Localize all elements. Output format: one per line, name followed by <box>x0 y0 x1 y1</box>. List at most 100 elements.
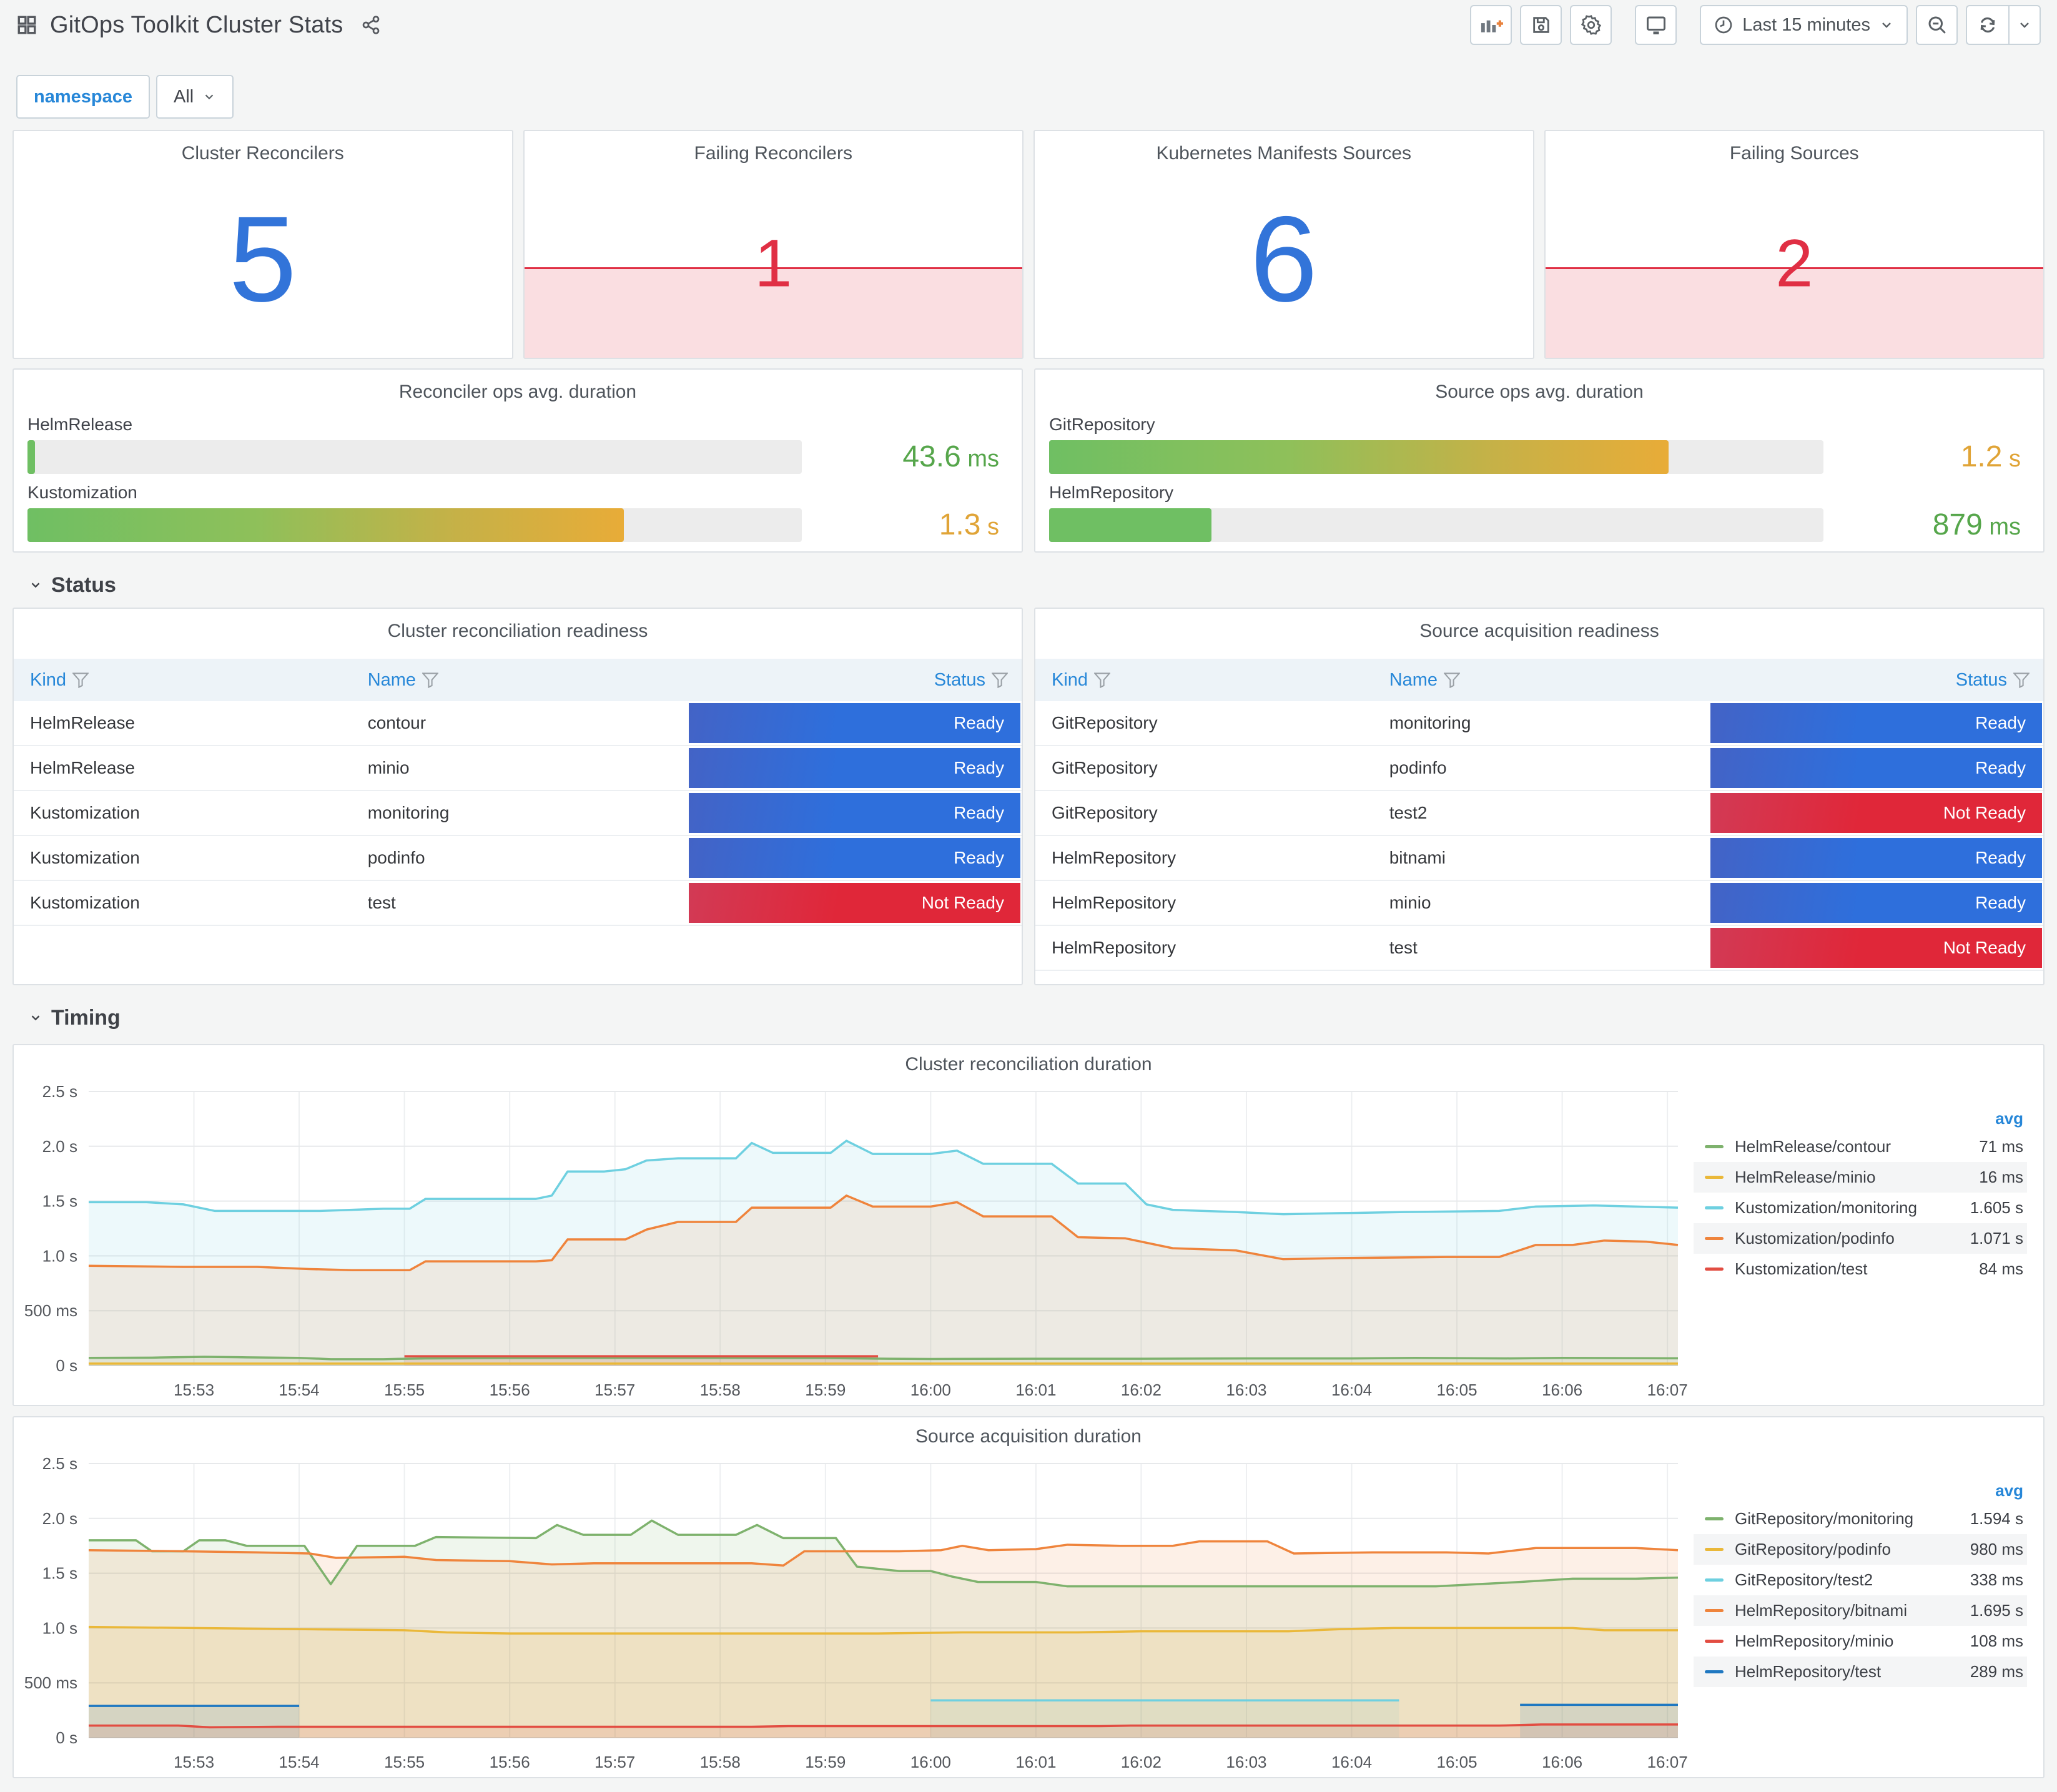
svg-text:0 s: 0 s <box>56 1728 77 1747</box>
panel-title[interactable]: Failing Reconcilers <box>694 143 852 164</box>
column-header-name[interactable]: Name <box>351 659 689 701</box>
column-header-label: Status <box>1955 669 2007 690</box>
legend-item[interactable]: GitRepository/test2 338 ms <box>1694 1565 2027 1595</box>
chart-legend: avg GitRepository/monitoring 1.594 s GitRep… <box>1694 1417 2043 1777</box>
legend-avg-value: 84 ms <box>1979 1259 2023 1278</box>
tables-row: Cluster reconciliation readiness Kind Name… <box>12 608 2045 985</box>
status-badge: Ready <box>689 793 1020 833</box>
legend-item[interactable]: HelmRepository/minio 108 ms <box>1694 1626 2027 1657</box>
filter-icon[interactable] <box>2013 672 2030 688</box>
share-icon[interactable] <box>361 15 381 35</box>
column-header-name[interactable]: Name <box>1373 659 1711 701</box>
filter-icon[interactable] <box>1093 672 1112 688</box>
bargauge-label: Kustomization <box>27 483 137 502</box>
cell-kind: GitRepository <box>1035 790 1373 836</box>
bargauge-value-number: 1.3 <box>939 508 981 541</box>
legend-item[interactable]: GitRepository/podinfo 980 ms <box>1694 1534 2027 1565</box>
status-badge: Ready <box>1710 883 2042 923</box>
svg-text:16:03: 16:03 <box>1226 1753 1266 1771</box>
cell-kind: GitRepository <box>1035 701 1373 746</box>
column-header-kind[interactable]: Kind <box>14 659 352 701</box>
legend-item[interactable]: GitRepository/monitoring 1.594 s <box>1694 1504 2027 1534</box>
legend-item[interactable]: Kustomization/podinfo 1.071 s <box>1694 1223 2027 1254</box>
legend-avg-value: 1.594 s <box>1970 1509 2023 1528</box>
series-color-dash <box>1705 1145 1724 1148</box>
zoom-out-button[interactable] <box>1916 5 1958 45</box>
svg-text:1.5 s: 1.5 s <box>42 1564 77 1583</box>
chevron-down-icon <box>1879 17 1894 32</box>
panel-title[interactable]: Cluster Reconcilers <box>181 143 344 164</box>
legend-item[interactable]: Kustomization/monitoring 1.605 s <box>1694 1193 2027 1223</box>
svg-text:16:02: 16:02 <box>1121 1753 1162 1771</box>
settings-button[interactable] <box>1570 5 1612 45</box>
filter-icon[interactable] <box>1443 672 1461 688</box>
panel-title[interactable]: Source acquisition duration <box>915 1426 1142 1447</box>
top-bar: GitOps Toolkit Cluster Stats <box>0 0 2057 50</box>
filter-icon[interactable] <box>991 672 1009 688</box>
section-timing[interactable]: Timing <box>29 1002 2028 1034</box>
svg-text:2.5 s: 2.5 s <box>42 1454 77 1473</box>
column-header-kind[interactable]: Kind <box>1035 659 1373 701</box>
panel-title[interactable]: Kubernetes Manifests Sources <box>1156 143 1412 164</box>
cell-kind: HelmRepository <box>1035 835 1373 881</box>
table-head: Kind Name Status <box>14 659 1022 701</box>
legend-series-name: GitRepository/podinfo <box>1735 1540 1892 1558</box>
refresh-button[interactable] <box>1967 6 2008 44</box>
status-badge: Not Ready <box>1710 928 2042 968</box>
bargauge-value-unit: s <box>2002 446 2021 472</box>
panel-title[interactable]: Source ops avg. duration <box>1435 382 1644 402</box>
cell-status: Ready <box>1710 746 2043 791</box>
series-color-dash <box>1705 1268 1724 1271</box>
legend-avg-header[interactable]: avg <box>1995 1480 2023 1500</box>
legend-series-name: HelmRelease/contour <box>1735 1137 1892 1156</box>
bargauge-track <box>1049 440 1823 474</box>
bargauge-panel-0: Reconciler ops avg. duration HelmRelease 4… <box>12 368 1023 553</box>
filter-icon[interactable] <box>422 672 440 688</box>
save-dashboard-button[interactable] <box>1520 5 1562 45</box>
legend-avg-value: 1.695 s <box>1970 1601 2023 1620</box>
tv-mode-button[interactable] <box>1635 5 1677 45</box>
bargauge-track <box>27 508 802 542</box>
column-header-label: Name <box>367 669 417 690</box>
bargauge-track <box>27 440 802 474</box>
bargauge-value-unit: ms <box>960 446 999 472</box>
panel-title[interactable]: Failing Sources <box>1729 143 1859 164</box>
legend-avg-header[interactable]: avg <box>1995 1108 2023 1128</box>
svg-text:1.0 s: 1.0 s <box>42 1246 77 1265</box>
timeseries-chart[interactable]: 15:53 15:54 15:55 15:56 15:57 15:58 15:59 16:00… <box>14 1081 1694 1407</box>
series-color-dash <box>1705 1670 1724 1673</box>
svg-text:16:02: 16:02 <box>1121 1381 1162 1399</box>
legend-series-name: HelmRepository/minio <box>1735 1632 1894 1650</box>
bargauge-row: GitRepository 1.2 s <box>1049 415 2030 474</box>
panel-title[interactable]: Cluster reconciliation duration <box>905 1054 1152 1075</box>
column-header-status[interactable]: Status <box>689 659 1022 701</box>
filter-icon[interactable] <box>72 672 90 688</box>
chevron-down-icon <box>31 583 40 588</box>
variable-namespace-label[interactable]: namespace <box>16 75 150 119</box>
series-color-dash <box>1705 1176 1724 1179</box>
table-row: GitRepository podinfo Ready <box>1035 746 2043 791</box>
refresh-interval-dropdown[interactable] <box>2008 6 2040 44</box>
stat-value: 2 <box>1775 225 1813 301</box>
column-header-status[interactable]: Status <box>1710 659 2043 701</box>
panel-title[interactable]: Cluster reconciliation readiness <box>387 621 648 641</box>
stat-panel-3: Failing Sources 2 <box>1544 130 2045 359</box>
panel-title[interactable]: Reconciler ops avg. duration <box>398 382 637 402</box>
cell-kind: Kustomization <box>14 880 352 926</box>
timeseries-chart[interactable]: 15:53 15:54 15:55 15:56 15:57 15:58 15:59 16:00… <box>14 1454 1694 1780</box>
legend-item[interactable]: HelmRelease/minio 16 ms <box>1694 1162 2027 1193</box>
dashboard-grid-icon[interactable] <box>16 14 37 36</box>
legend-item[interactable]: HelmRepository/test 289 ms <box>1694 1657 2027 1687</box>
legend-item[interactable]: Kustomization/test 84 ms <box>1694 1254 2027 1284</box>
variable-namespace-value-dropdown[interactable]: All <box>156 75 234 119</box>
status-badge: Ready <box>689 703 1020 743</box>
add-panel-button[interactable] <box>1470 5 1512 45</box>
legend-item[interactable]: HelmRelease/contour 71 ms <box>1694 1131 2027 1162</box>
time-range-picker[interactable]: Last 15 minutes <box>1700 5 1908 45</box>
cell-name: monitoring <box>351 790 689 836</box>
section-status[interactable]: Status <box>29 569 2028 601</box>
cell-status: Ready <box>1710 880 2043 926</box>
panel-title[interactable]: Source acquisition readiness <box>1419 621 1659 641</box>
legend-item[interactable]: HelmRepository/bitnami 1.695 s <box>1694 1595 2027 1626</box>
bargauge-value-unit: ms <box>1982 514 2021 540</box>
